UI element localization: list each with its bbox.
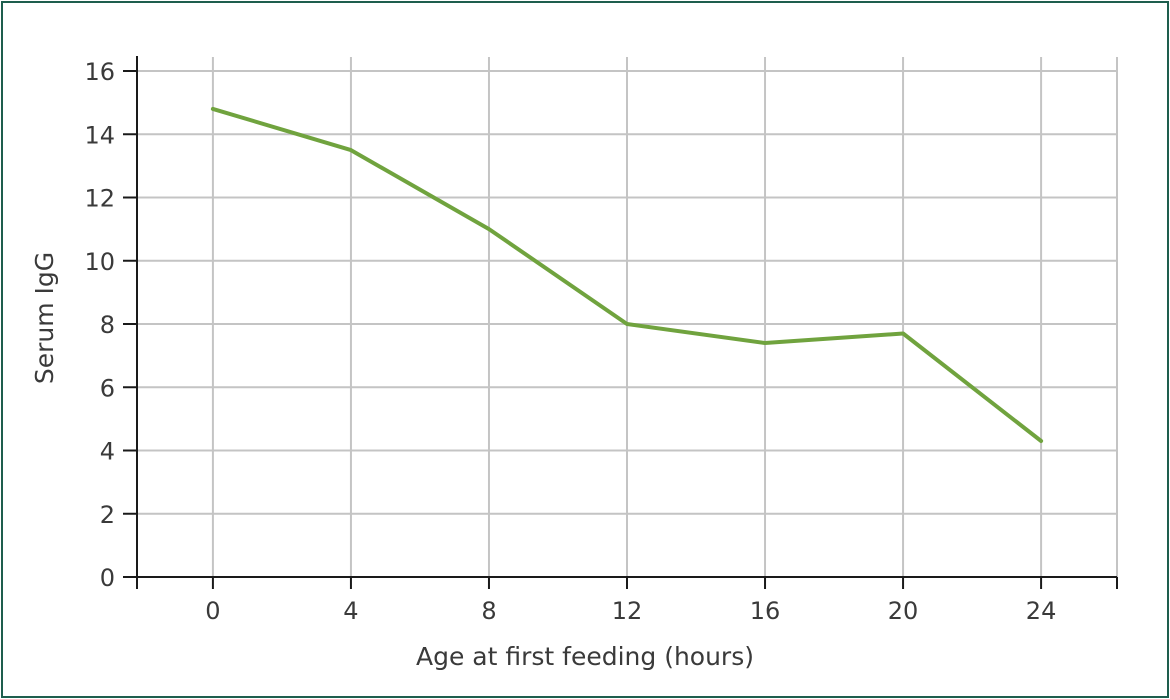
- series-layer: [210, 106, 1044, 443]
- x-tick-label: 24: [1026, 597, 1057, 625]
- x-tick-label: 0: [205, 597, 220, 625]
- y-tick-label: 8: [100, 311, 115, 339]
- x-tick-label: 12: [612, 597, 643, 625]
- y-tick-label: 14: [84, 121, 115, 149]
- x-tick-label: 16: [750, 597, 781, 625]
- y-tick-label: 0: [100, 564, 115, 592]
- y-tick-label: 2: [100, 501, 115, 529]
- y-tick-label: 16: [84, 58, 115, 86]
- y-tick-label: 4: [100, 438, 115, 466]
- grid-layer: [137, 57, 1118, 577]
- x-axis-title: Age at first feeding (hours): [416, 642, 754, 671]
- x-tick-label: 4: [343, 597, 358, 625]
- axis-layer: [123, 56, 1118, 589]
- y-axis-title: Serum IgG: [30, 252, 59, 384]
- y-tick-label: 12: [84, 185, 115, 213]
- y-tick-label: 6: [100, 374, 115, 402]
- y-tick-label: 10: [84, 248, 115, 276]
- x-tick-label: 20: [888, 597, 919, 625]
- x-tick-label: 8: [481, 597, 496, 625]
